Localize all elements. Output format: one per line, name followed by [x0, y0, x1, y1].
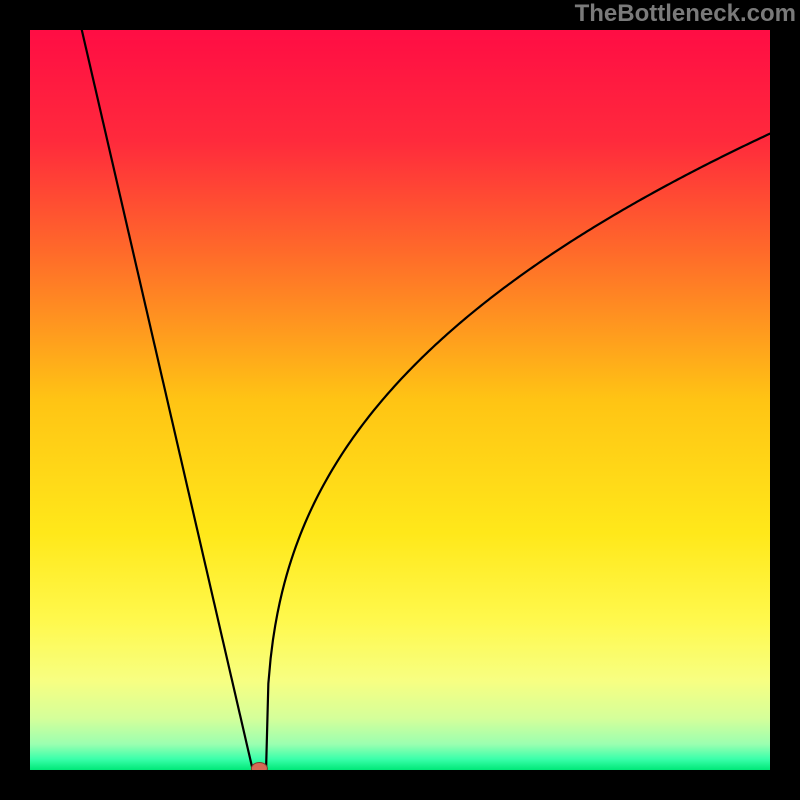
watermark-label: TheBottleneck.com	[575, 0, 796, 28]
plot-background	[30, 30, 770, 770]
optimal-point-marker	[251, 763, 267, 770]
bottleneck-chart	[30, 30, 770, 770]
chart-frame: TheBottleneck.com	[0, 0, 800, 800]
